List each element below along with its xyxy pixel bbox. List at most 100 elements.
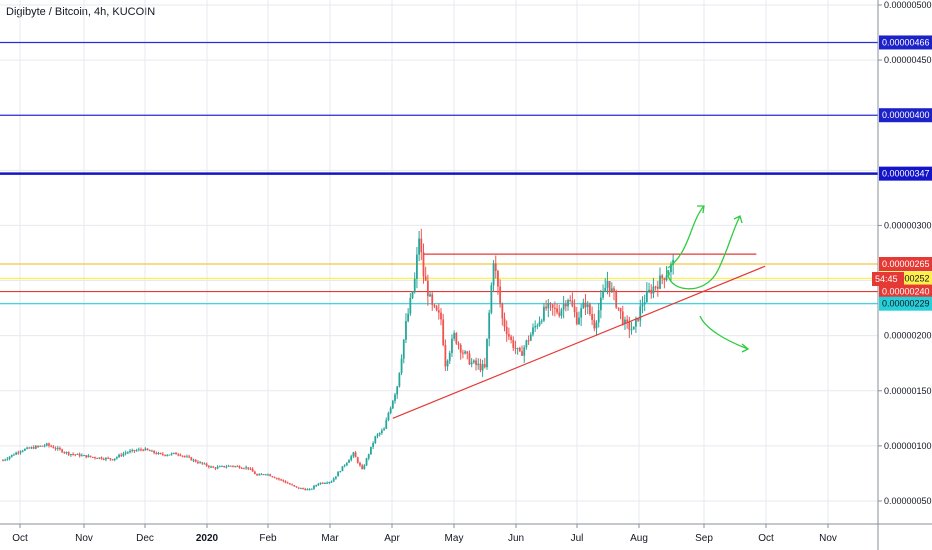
candle-body [135, 450, 138, 452]
time-tick-label: Nov [75, 533, 93, 544]
candle-body [334, 476, 337, 479]
candle-body [661, 275, 664, 279]
candle-body [562, 304, 565, 310]
candle-body [63, 452, 66, 454]
candle-body [667, 272, 670, 276]
candle-body [440, 312, 442, 320]
candles [2, 228, 675, 491]
price-badge [879, 35, 932, 50]
candle-body [10, 454, 13, 457]
candle-body [69, 454, 72, 456]
candle-body [227, 465, 230, 467]
candle-body [172, 452, 175, 454]
candle-body [359, 462, 361, 466]
candle-body [505, 326, 508, 335]
candle-body [262, 474, 265, 476]
candle-body [61, 449, 64, 453]
candle-body [8, 456, 11, 459]
candle-body [641, 304, 644, 307]
candle-body [426, 280, 429, 297]
candle-body [370, 446, 372, 455]
projection-arrow-head [733, 215, 743, 224]
candle-body [48, 443, 50, 446]
candle-body [129, 450, 131, 453]
candle-body [67, 452, 70, 455]
candle-body [499, 286, 502, 304]
projection-arrow [699, 315, 749, 350]
candle-body [628, 321, 631, 330]
price-badge [879, 296, 932, 311]
candle-body [56, 447, 59, 449]
candle-body [85, 455, 88, 458]
candle-body [267, 474, 269, 476]
candle-body [451, 338, 453, 353]
time-tick-label: Nov [819, 533, 837, 544]
candle-body [319, 482, 322, 484]
candle-body [151, 450, 153, 452]
horizontal-levels [0, 41, 878, 305]
candle-body [464, 351, 466, 354]
candle-body [503, 318, 506, 327]
candle-body [74, 454, 77, 456]
candle-body [271, 476, 274, 478]
candle-body [54, 448, 57, 450]
candle-body [613, 288, 615, 292]
candle-body [339, 471, 342, 473]
candle-body [593, 319, 596, 329]
candle-body [313, 485, 315, 489]
projection-arrow-head [741, 343, 750, 353]
candle-body [278, 478, 280, 480]
candle-body [639, 306, 642, 321]
time-tick-label: Aug [630, 533, 648, 544]
candle-body [39, 445, 42, 447]
candle-body [431, 294, 434, 305]
candle-body [282, 479, 285, 482]
candle-body [275, 478, 278, 480]
candle-body [516, 347, 519, 349]
candle-body [126, 452, 129, 454]
price-badge [879, 108, 932, 123]
candle-body [411, 291, 414, 298]
candle-body [589, 304, 591, 315]
price-badge-label: 0.00000240 [882, 287, 930, 297]
candle-body [337, 472, 339, 477]
time-tick-label: Oct [12, 533, 28, 544]
candle-body [264, 474, 267, 476]
candle-body [409, 297, 412, 314]
candle-body [330, 481, 333, 483]
candle-body [120, 454, 123, 456]
candle-body [80, 455, 83, 457]
candle-body [122, 453, 125, 456]
candle-body [21, 450, 24, 452]
candle-body [210, 466, 212, 468]
candle-body [630, 329, 633, 331]
candle-body [494, 263, 497, 272]
candle-body [626, 319, 629, 322]
candle-body [45, 443, 48, 446]
candle-body [232, 465, 234, 467]
candle-body [100, 457, 103, 459]
candle-body [518, 347, 521, 352]
candle-body [632, 326, 635, 330]
candle-body [234, 466, 237, 468]
candle-body [575, 312, 578, 325]
time-axis: Oct Nov Dec 2020 Feb Mar Apr May Jun Jul Aug Sep Oct… [12, 524, 837, 544]
candle-body [405, 321, 407, 340]
candle-body [556, 308, 558, 313]
candle-body [560, 309, 563, 316]
candle-body [595, 322, 598, 329]
candle-body [91, 456, 94, 458]
candle-body [113, 458, 116, 461]
candle-body [665, 275, 668, 281]
candle-body [26, 447, 28, 449]
candle-body [372, 443, 375, 447]
candle-body [363, 465, 366, 470]
candle-body [240, 467, 243, 469]
candle-body [534, 326, 537, 328]
candle-body [567, 299, 569, 307]
candle-body [492, 263, 495, 286]
candle-body [214, 467, 217, 469]
candle-body [606, 281, 609, 288]
